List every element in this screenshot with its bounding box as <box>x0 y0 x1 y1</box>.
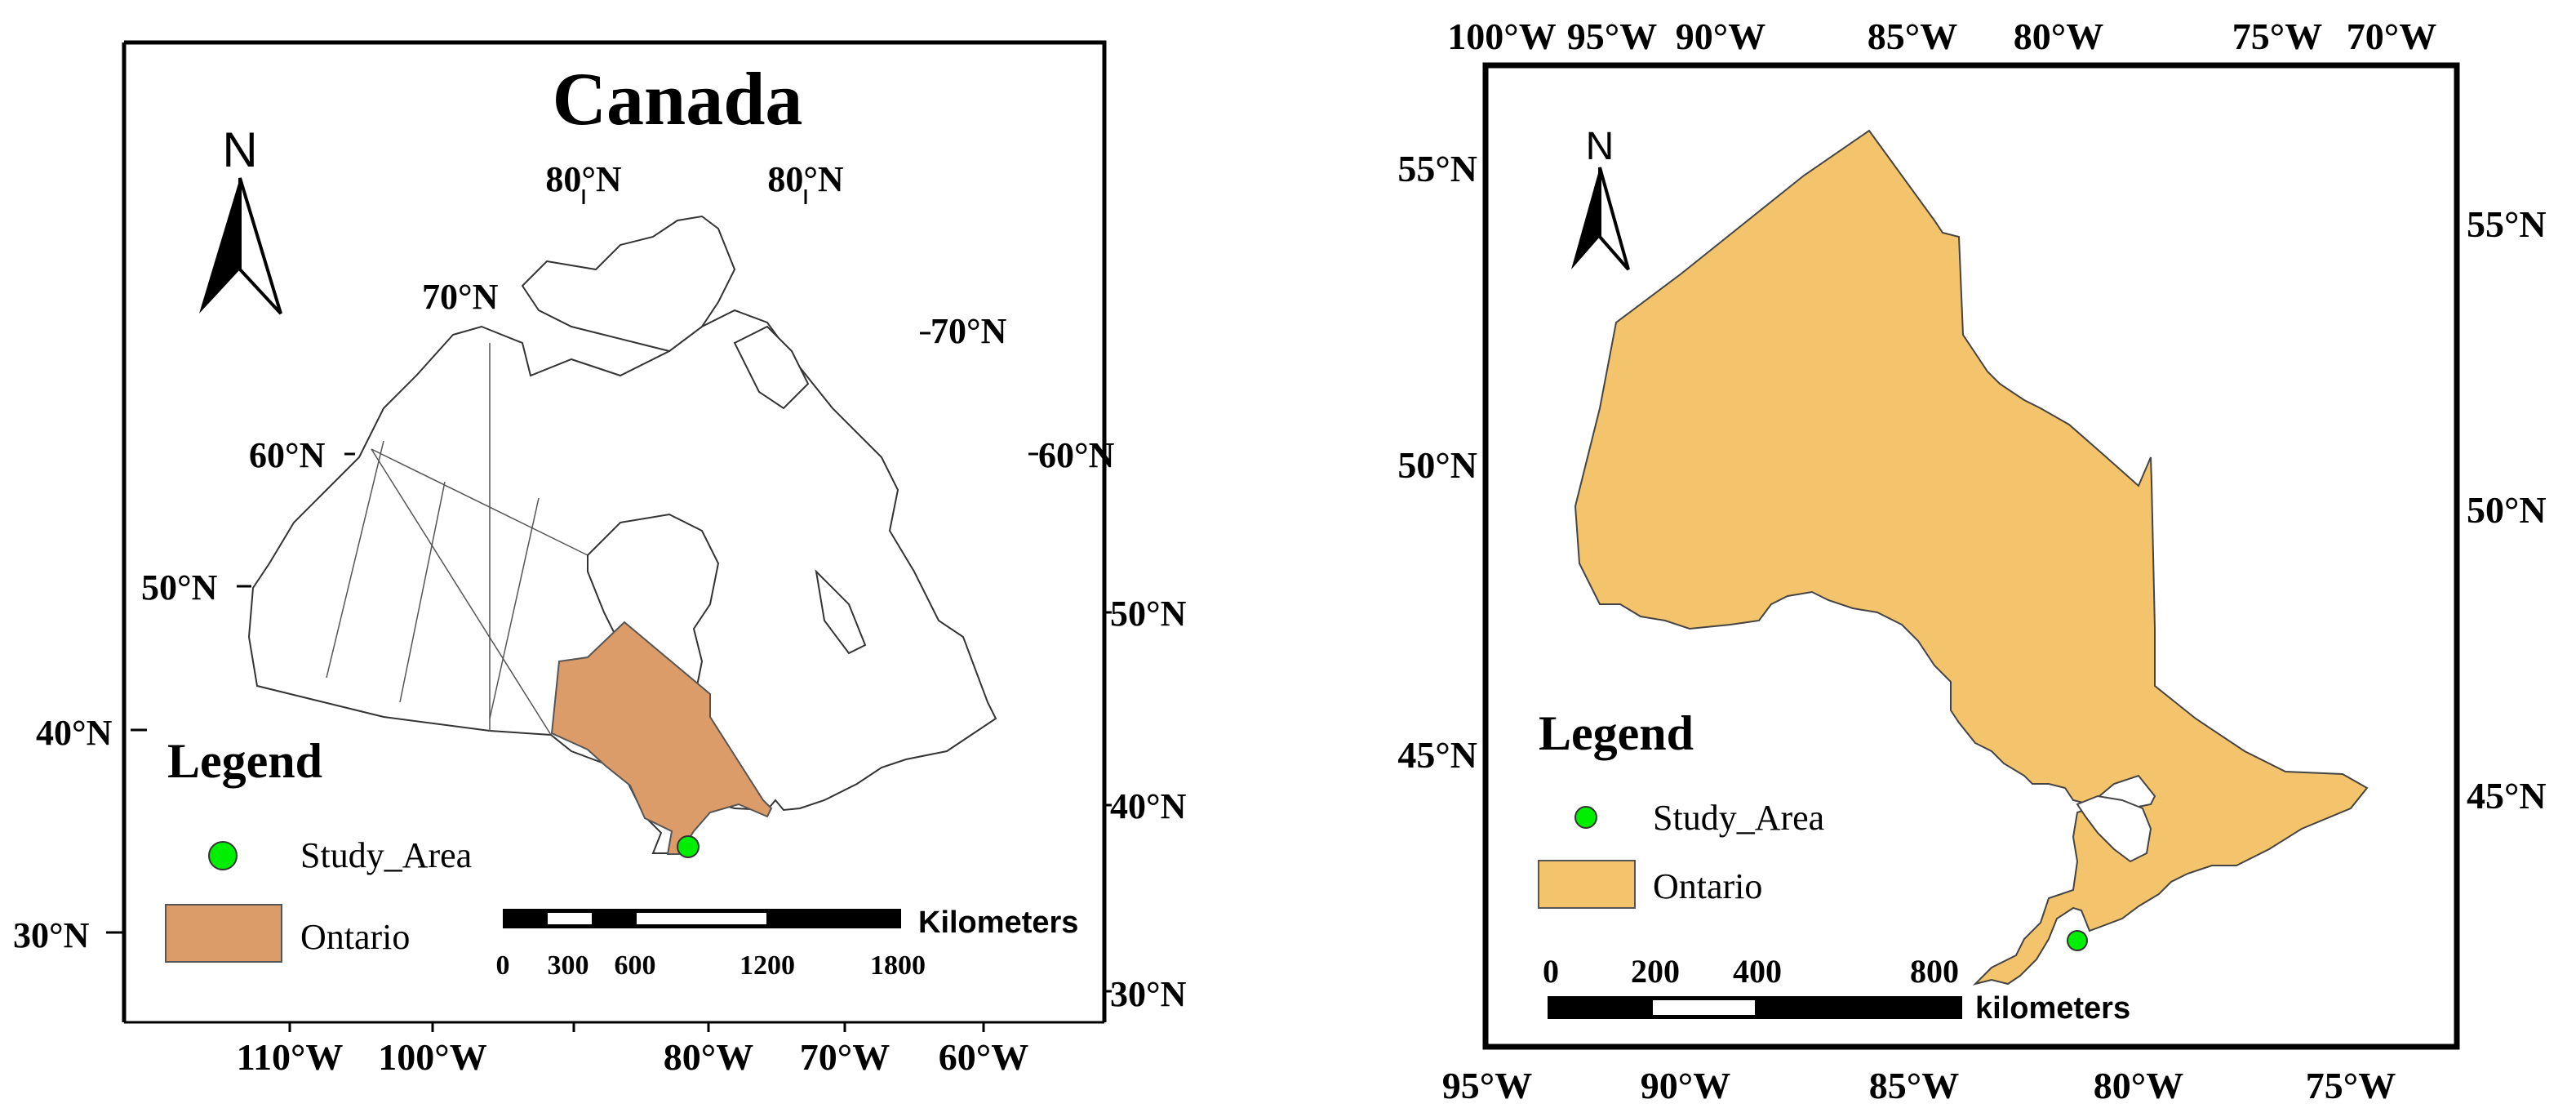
canada-map-panel: Canada N 80°N <box>13 40 1187 1078</box>
ontario-right-lat-45n: 45°N <box>2467 775 2547 817</box>
hudson-bay <box>587 513 720 720</box>
canada-legend-study-area-label: Study_Area <box>300 835 472 875</box>
canada-north-arrow-label: N <box>222 122 257 177</box>
canada-scale-bar: Kilometers 0 300 600 1200 1800 <box>496 906 1079 981</box>
graticule-label-70n-a: 70°N <box>422 277 499 317</box>
ontario-top-lon-90w: 90°W <box>1676 16 1765 57</box>
graticule-label-50n-a: 50°N <box>141 567 218 607</box>
canada-provinces <box>247 215 997 854</box>
graticule-label-70n-b: 70°N <box>930 311 1007 351</box>
ontario-map-panel: 100°W 95°W 90°W 85°W 80°W 75°W 70°W 95°W… <box>1397 16 2546 1106</box>
ontario-scale-tick-400: 400 <box>1733 953 1782 990</box>
ontario-legend-study-area-symbol <box>1574 806 1597 829</box>
canada-lon-label-100w: 100°W <box>378 1036 486 1078</box>
ontario-scale-tick-0: 0 <box>1543 953 1559 990</box>
canada-study-area-point <box>677 835 700 858</box>
ontario-right-lat-50n: 50°N <box>2467 489 2547 531</box>
canada-scale-tick-300: 300 <box>548 950 589 981</box>
ontario-georgian-bay <box>2076 794 2152 863</box>
ontario-province-shape <box>1574 129 2369 986</box>
ontario-north-arrow-label: N <box>1586 125 1614 168</box>
ontario-bottom-lon-95w: 95°W <box>1442 1065 1532 1106</box>
graticule-label-40n-a: 40°N <box>36 713 113 753</box>
ontario-right-lat-55n: 55°N <box>2467 203 2547 245</box>
ontario-legend-title: Legend <box>1539 706 1694 760</box>
canada-lon-label-110w: 110°W <box>237 1036 344 1078</box>
arctic-islands <box>521 215 736 353</box>
canada-lon-label-80w: 80°W <box>664 1036 753 1078</box>
graticule-label-60n-a: 60°N <box>249 435 326 475</box>
ontario-top-lon-75w: 75°W <box>2232 16 2322 57</box>
ontario-left-lat-50n: 50°N <box>1397 444 1477 486</box>
ontario-legend: Legend Study_Area Ontario <box>1538 706 1824 909</box>
ontario-scale-tick-200: 200 <box>1631 953 1680 990</box>
ontario-top-lon-80w: 80°W <box>2014 16 2103 57</box>
ontario-legend-study-area-label: Study_Area <box>1653 798 1824 838</box>
ontario-top-lon-95w: 95°W <box>1567 16 1657 57</box>
graticule-label-80n-b: 80°N <box>767 159 844 199</box>
graticule-label-30n-a: 30°N <box>13 915 90 955</box>
canada-scale-tick-1800: 1800 <box>870 950 926 981</box>
ontario-legend-ontario-swatch <box>1538 860 1636 909</box>
graticule-label-60n-b: 60°N <box>1038 435 1115 475</box>
ontario-study-area-point <box>2067 930 2088 951</box>
ontario-scale-unit: kilometers <box>1975 991 2130 1026</box>
ontario-scale-tick-800: 800 <box>1910 953 1959 990</box>
graticule-label-80n-a: 80°N <box>545 159 622 199</box>
ontario-top-lon-85w: 85°W <box>1868 16 1957 57</box>
ontario-scale-bar: 0 200 400 800 kilometers <box>1543 953 2130 1026</box>
canada-map-frame <box>122 40 1107 1022</box>
graticule-label-50n-b: 50°N <box>1110 594 1187 634</box>
ontario-legend-ontario-label: Ontario <box>1653 866 1762 906</box>
graticule-label-30n-b: 30°N <box>1110 974 1187 1014</box>
canada-map-title: Canada <box>553 57 803 140</box>
ontario-top-lon-70w: 70°W <box>2347 16 2436 57</box>
graticule-label-40n-b: 40°N <box>1110 786 1187 826</box>
canada-ontario-region <box>550 621 773 855</box>
ontario-left-lat-45n: 45°N <box>1397 734 1477 776</box>
ontario-bottom-lon-80w: 80°W <box>2094 1065 2183 1106</box>
canada-legend: Legend Study_Area Ontario <box>165 734 472 963</box>
ontario-left-lat-55n: 55°N <box>1397 148 1477 189</box>
ontario-bottom-lon-85w: 85°W <box>1869 1065 1959 1106</box>
canada-scale-unit: Kilometers <box>918 906 1078 940</box>
canada-legend-ontario-swatch <box>165 904 282 963</box>
canada-legend-title: Legend <box>167 734 322 788</box>
ontario-map-frame <box>1482 62 2460 1050</box>
canada-scale-tick-0: 0 <box>496 950 510 981</box>
ontario-bottom-lon-90w: 90°W <box>1641 1065 1730 1106</box>
ontario-top-lon-100w: 100°W <box>1447 16 1556 57</box>
canada-legend-ontario-label: Ontario <box>300 917 410 957</box>
ontario-north-arrow-icon <box>1571 167 1630 271</box>
canada-north-arrow-icon <box>199 177 282 315</box>
canada-scale-tick-1200: 1200 <box>739 950 795 981</box>
ontario-bottom-lon-75w: 75°W <box>2306 1065 2396 1106</box>
canada-lon-label-60w: 60°W <box>939 1036 1028 1078</box>
canada-scale-tick-600: 600 <box>615 950 656 981</box>
canada-lon-label-70w: 70°W <box>800 1036 890 1078</box>
canada-legend-study-area-symbol <box>208 841 238 870</box>
